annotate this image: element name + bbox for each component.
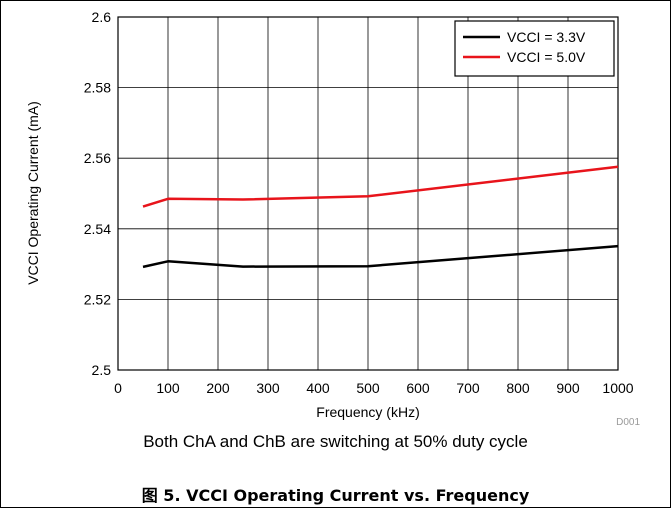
legend-label: VCCI = 5.0V: [507, 49, 586, 65]
x-axis-label: Frequency (kHz): [316, 404, 419, 420]
series-line: [142, 165, 619, 208]
y-tick-label: 2.58: [84, 80, 111, 96]
x-tick-label: 200: [206, 380, 230, 396]
x-tick-label: 700: [456, 380, 480, 396]
y-axis-label: VCCI Operating Current (mA): [25, 101, 41, 285]
x-tick-label: 300: [256, 380, 280, 396]
y-tick-label: 2.56: [84, 150, 111, 166]
legend-label: VCCI = 3.3V: [507, 29, 586, 45]
y-axis-ticks: 2.5 2.52 2.54 2.56 2.58 2.6: [84, 9, 111, 378]
y-tick-label: 2.5: [92, 362, 112, 378]
legend-box: [454, 20, 615, 77]
chart-note: Both ChA and ChB are switching at 50% du…: [143, 432, 528, 451]
x-tick-label: 400: [306, 380, 330, 396]
figure-id-label: D001: [616, 417, 640, 428]
plot-area: [117, 16, 619, 371]
figure-caption: 图 5. VCCI Operating Current vs. Frequenc…: [141, 486, 530, 505]
x-axis-ticks: 0 100 200 300 400 500 600 700 800 900 1000: [114, 380, 634, 396]
x-tick-label: 100: [156, 380, 180, 396]
y-tick-label: 2.6: [92, 9, 112, 25]
y-tick-label: 2.52: [84, 291, 111, 307]
x-tick-label: 0: [114, 380, 122, 396]
x-tick-label: 1000: [602, 380, 633, 396]
x-tick-label: 600: [406, 380, 430, 396]
x-tick-label: 900: [556, 380, 580, 396]
x-tick-label: 500: [356, 380, 380, 396]
series-line: [142, 244, 619, 269]
x-tick-label: 800: [506, 380, 530, 396]
legend: VCCI = 3.3V VCCI = 5.0V: [454, 20, 615, 77]
y-tick-label: 2.54: [84, 221, 111, 237]
series-layer: [142, 165, 619, 269]
chart: 2.5 2.52 2.54 2.56 2.58 2.6 0 100 200 300 400 500 6…: [25, 9, 640, 428]
